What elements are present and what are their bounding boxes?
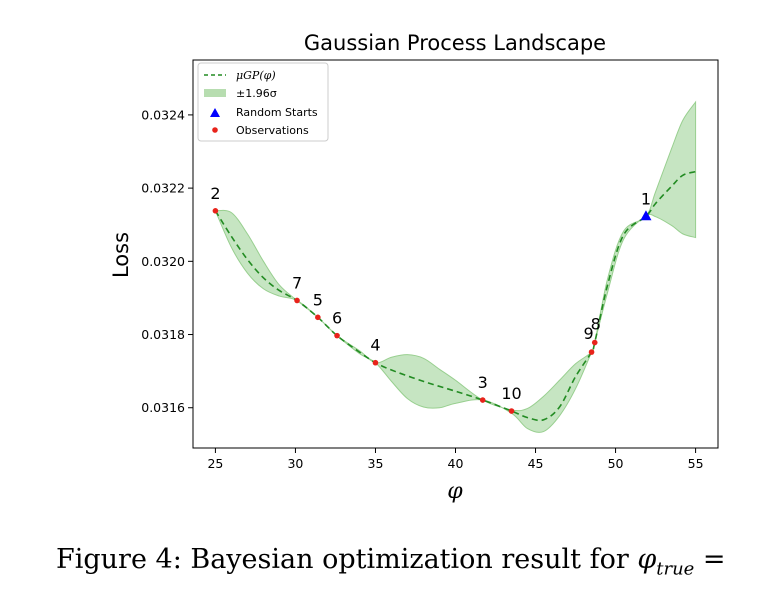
observation-point [588,349,595,355]
observation-point [479,397,486,403]
chart-title: Gaussian Process Landscape [304,31,606,55]
legend-random-start-label: Random Starts [236,106,318,119]
legend: μGP(φ) ±1.96σ Random Starts Observations [197,62,329,142]
x-axis-label: φ [447,479,463,504]
y-tick-label: 0.0320 [141,254,185,269]
observation-label: 7 [292,273,302,292]
x-axis-ticks: 25 30 35 40 45 50 55 [207,448,704,471]
confidence-band [214,100,697,433]
marker-layer: 2 756 4 3 10 98 1 [210,184,652,414]
observation-label: 9 [583,324,593,343]
x-tick-label: 45 [528,456,544,471]
observation-label: 4 [370,336,380,355]
caption-phi-symbol: φ [637,544,657,575]
legend-band-label: ±1.96σ [236,87,277,100]
gaussian-process-chart: Gaussian Process Landscape 2 756 4 3 10 98 1 2… [109,31,719,504]
legend-observation-label: Observations [236,124,309,137]
x-tick-label: 25 [207,456,223,471]
legend-random-start-swatch [210,108,220,117]
observation-point [212,208,219,214]
y-axis-ticks: 0.0316 0.0318 0.0320 0.0322 0.0324 [141,107,193,415]
observation-label: 3 [478,373,488,392]
mean-line-layer [214,170,696,422]
observation-point [315,314,321,321]
x-tick-label: 55 [688,456,704,471]
observation-label: 2 [210,184,220,203]
legend-box [197,62,329,142]
random-start-marker [640,210,652,221]
y-tick-label: 0.0318 [141,327,185,342]
x-tick-label: 40 [448,456,464,471]
observation-label: 5 [313,290,323,309]
caption-suffix: = [694,544,726,575]
y-tick-label: 0.0316 [141,400,185,415]
legend-band-swatch [204,89,226,97]
y-tick-label: 0.0324 [141,107,185,122]
caption-prefix: Figure 4: Bayesian optimization result f… [56,544,638,575]
observation-point [508,408,515,414]
observation-point [294,297,300,304]
y-tick-label: 0.0322 [141,181,185,196]
observation-label: 8 [591,315,601,334]
observation-point [591,339,598,346]
observation-label: 6 [332,309,342,328]
gp-mean-line [214,170,696,422]
x-tick-label: 50 [608,456,624,471]
legend-observation-swatch [212,127,218,133]
observation-point [334,332,340,339]
legend-mean-label: μGP(φ) [236,69,276,82]
observation-label: 10 [501,384,521,403]
x-tick-label: 35 [368,456,384,471]
x-tick-label: 30 [287,456,303,471]
observation-point [372,359,379,366]
random-start-label: 1 [641,189,651,208]
caption-subscript: true [656,558,695,580]
figure-caption: Figure 4: Bayesian optimization result f… [56,544,776,579]
confidence-band-layer [214,100,697,433]
y-axis-label: Loss [109,232,133,278]
